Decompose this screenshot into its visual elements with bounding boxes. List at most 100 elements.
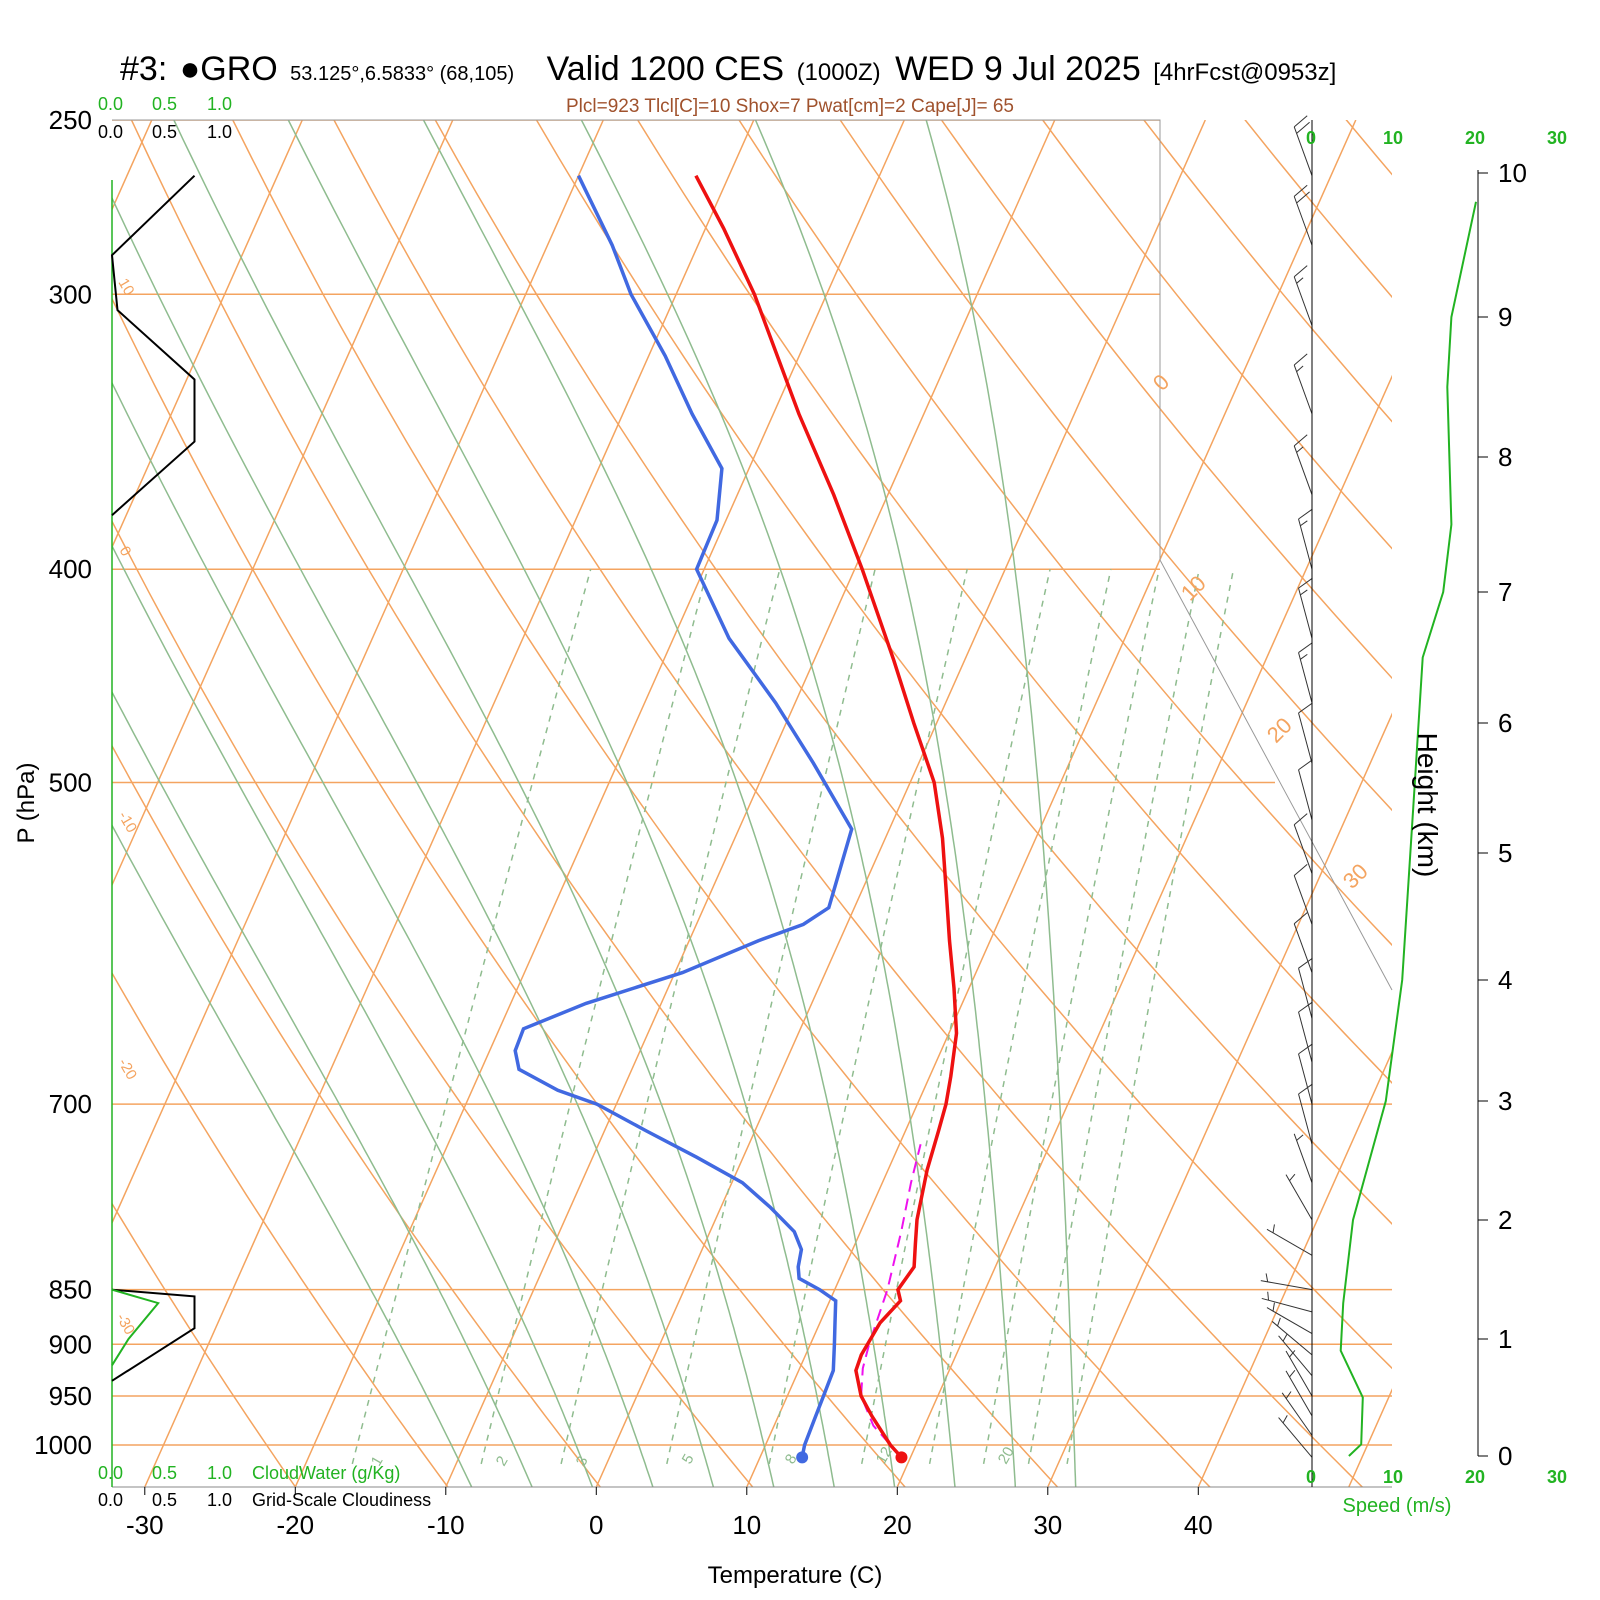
dry-adiabat — [1142, 120, 1392, 423]
top-green-tick-0: 0.0 — [98, 94, 123, 114]
wind-barb — [1266, 1224, 1313, 1256]
mixing-ratio-label: 5 — [679, 1451, 698, 1467]
wind-barb — [1293, 864, 1313, 925]
mixing-ratio-line — [351, 569, 592, 1465]
station-id: #3: — [120, 50, 167, 88]
isotherm — [0, 120, 1, 1487]
wind-barb — [1293, 115, 1313, 176]
moist-adiabat — [112, 823, 473, 1487]
isotherm-label: 20 — [1262, 713, 1297, 748]
dry-adiabat — [940, 120, 1392, 680]
speed-axis-label: Speed (m/s) — [1343, 1495, 1452, 1517]
temperature-tick-label: 0 — [589, 1510, 603, 1540]
mixing-ratio-line — [982, 569, 1160, 1465]
wind-barb — [1293, 1133, 1313, 1183]
height-axis-label: Height (km) — [1412, 733, 1443, 878]
pressure-tick-label: 300 — [49, 279, 92, 309]
mixing-ratio-label: 3 — [573, 1453, 592, 1469]
mixing-ratio-label: 20 — [995, 1444, 1018, 1467]
pressure-tick-label: 900 — [49, 1329, 92, 1359]
dry-adiabat-label: 0 — [116, 544, 135, 560]
top-green-tick-2: 1.0 — [207, 94, 232, 114]
bottom-black-tick-1: 0.5 — [152, 1490, 177, 1510]
speed-top-tick-3: 30 — [1547, 128, 1567, 148]
stats-line: Plcl=923 Tlcl[C]=10 Shox=7 Pwat[cm]=2 Ca… — [566, 96, 1014, 117]
wind-speed-profile — [1339, 201, 1477, 1457]
zulu-time: (1000Z) — [797, 59, 881, 86]
dry-adiabat — [112, 519, 754, 1487]
dry-adiabat — [535, 120, 1392, 1225]
speed-top-tick-2: 20 — [1465, 128, 1485, 148]
mixing-ratio-line — [860, 569, 1051, 1465]
parcel-profile — [860, 1143, 922, 1458]
height-tick-label: 7 — [1498, 577, 1512, 607]
height-tick-label: 9 — [1498, 302, 1512, 332]
dry-adiabat — [434, 120, 1392, 1370]
temperature-tick-label: 30 — [1033, 1510, 1062, 1540]
isotherm-label: 30 — [1338, 859, 1373, 894]
wind-barb — [1285, 1173, 1313, 1220]
bottom-green-tick-1: 0.5 — [152, 1463, 177, 1483]
isotherm-label: 0 — [1148, 369, 1174, 395]
wind-barb — [1285, 1350, 1313, 1397]
speed-bottom-tick-3: 30 — [1547, 1467, 1567, 1487]
top-black-tick-1: 0.5 — [152, 122, 177, 142]
wind-barb — [1293, 184, 1313, 246]
speed-bottom-tick-0: 0 — [1306, 1467, 1316, 1487]
station-name: GRO — [200, 50, 277, 88]
wind-barb — [1298, 702, 1313, 764]
dry-adiabat — [1515, 81, 1600, 1492]
temperature-tick-label: 10 — [732, 1510, 761, 1540]
dry-adiabat — [231, 120, 1211, 1487]
wind-barb — [1285, 1370, 1313, 1417]
wind-barb — [1298, 1083, 1313, 1145]
x-axis-label: Temperature (C) — [708, 1562, 883, 1589]
speed-top-tick-1: 10 — [1383, 128, 1403, 148]
low-cloudiness-profile — [111, 1288, 196, 1382]
isotherm — [294, 120, 905, 1487]
height-axis: 0 1 2 3 4 5 6 7 8 9 10 — [1477, 158, 1527, 1471]
temperature-tick-label: -20 — [276, 1510, 314, 1540]
wind-barb — [1293, 265, 1313, 326]
height-tick-label: 4 — [1498, 965, 1512, 995]
wind-barb — [1298, 1001, 1313, 1063]
speed-top-tick-0: 0 — [1306, 128, 1316, 148]
dry-adiabat — [839, 120, 1392, 812]
mixing-ratio-line — [1066, 569, 1235, 1465]
moist-adiabat — [580, 120, 956, 1487]
moist-adiabat — [287, 120, 835, 1487]
dry-adiabat — [130, 120, 1059, 1487]
dry-adiabat — [333, 120, 1364, 1487]
isotherm — [746, 120, 1357, 1487]
height-tick-label: 1 — [1498, 1324, 1512, 1354]
dewpoint-profile — [513, 174, 854, 1458]
speed-bottom-tick-2: 20 — [1465, 1467, 1485, 1487]
top-green-tick-1: 0.5 — [152, 94, 177, 114]
wind-barb — [1293, 353, 1313, 415]
cloudiness-label: Grid-Scale Cloudiness — [252, 1490, 431, 1510]
wind-barb — [1298, 508, 1313, 570]
height-tick-label: 6 — [1498, 708, 1512, 738]
cloudiness-profile — [110, 174, 196, 516]
dry-adiabat — [112, 297, 907, 1487]
pressure-tick-label: 250 — [49, 105, 92, 135]
wind-barb — [1281, 1391, 1313, 1436]
isotherm — [595, 120, 1206, 1487]
wind-barb — [1278, 1333, 1313, 1376]
mixing-ratio-label: 12 — [873, 1444, 896, 1467]
wind-barb — [1261, 1291, 1313, 1313]
isotherm — [1197, 1050, 1392, 1487]
height-tick-label: 5 — [1498, 838, 1512, 868]
pressure-tick-label: 1000 — [34, 1430, 92, 1460]
wind-barb — [1298, 642, 1313, 703]
wind-barb — [1266, 1302, 1313, 1335]
temperature-axis: -30 -20 -10 0 10 20 30 40 — [126, 1487, 1213, 1540]
dry-adiabat — [738, 120, 1392, 947]
height-tick-label: 0 — [1498, 1441, 1512, 1471]
wind-barb — [1293, 912, 1313, 973]
bottom-green-tick-2: 1.0 — [207, 1463, 232, 1483]
wind-speed-panel: 0 10 20 30 0 10 20 30 Speed (m/s) — [1306, 120, 1567, 1517]
mixing-ratio-line — [666, 569, 876, 1465]
